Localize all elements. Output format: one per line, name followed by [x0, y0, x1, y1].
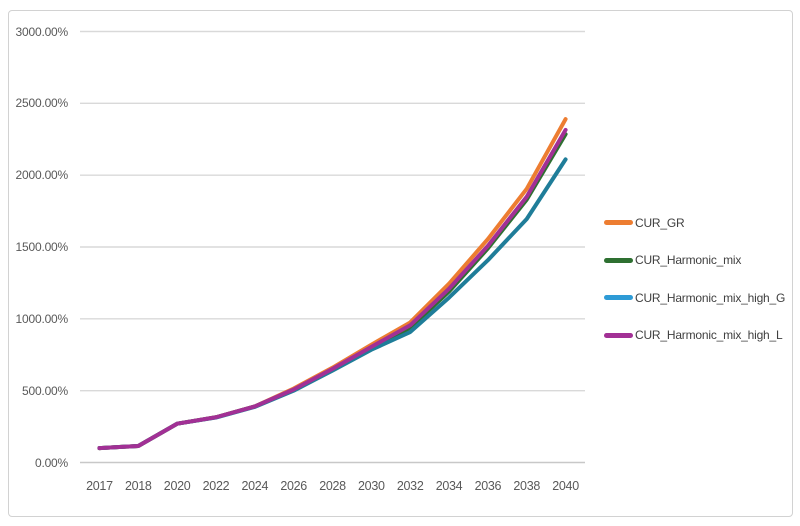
x-axis-label: 2018 [124, 479, 152, 493]
chart-frame [8, 10, 793, 517]
x-axis-label: 2020 [163, 479, 191, 493]
x-axis-label: 2034 [435, 479, 463, 493]
y-axis-label: 1500.00% [15, 240, 69, 254]
x-axis-label: 2026 [280, 479, 307, 493]
x-axis-label: 2032 [396, 479, 424, 493]
x-axis-label: 2028 [319, 479, 346, 493]
legend-label: CUR_Harmonic_mix_high_L [635, 328, 783, 342]
legend-item: CUR_GR [604, 215, 785, 230]
legend-swatch-icon [604, 257, 633, 263]
legend-label: CUR_Harmonic_mix_high_G [635, 290, 786, 305]
x-axis-label: 2036 [474, 479, 502, 493]
y-axis-label: 2000.00% [15, 168, 69, 183]
y-axis-label: 3000.00% [15, 24, 69, 39]
series-line-CUR_GR [97, 117, 568, 451]
y-axis-label: 2500.00% [15, 96, 69, 111]
series-line-CUR_Harmonic_mix [97, 132, 568, 451]
legend-label: CUR_Harmonic_mix [635, 253, 742, 267]
y-axis-label: 0.00% [34, 455, 68, 470]
legend-item: CUR_Harmonic_mix_high_L [604, 328, 785, 343]
series-line-CUR_Harmonic_mix_high_L [97, 127, 568, 451]
x-axis-label: 2024 [241, 479, 269, 493]
x-axis-label: 2022 [202, 479, 230, 493]
legend-item: CUR_Harmonic_mix_high_G [604, 290, 785, 305]
chart-legend: CUR_GR CUR_Harmonic_mix CUR_Harmonic_mix… [604, 215, 785, 365]
legend-swatch-icon [604, 295, 633, 300]
legend-item: CUR_Harmonic_mix [604, 253, 785, 268]
series-line-CUR_Harmonic_mix_high_G [97, 157, 568, 451]
y-axis-label: 500.00% [22, 383, 68, 398]
x-axis-label: 2017 [86, 479, 113, 493]
x-axis-label: 2030 [358, 479, 385, 493]
y-axis-label: 1000.00% [15, 311, 69, 326]
legend-label: CUR_GR [635, 215, 685, 230]
legend-swatch-icon [604, 332, 633, 338]
legend-swatch-icon [604, 220, 633, 225]
x-axis-label: 2038 [513, 479, 541, 493]
x-axis-label: 2040 [552, 479, 579, 493]
